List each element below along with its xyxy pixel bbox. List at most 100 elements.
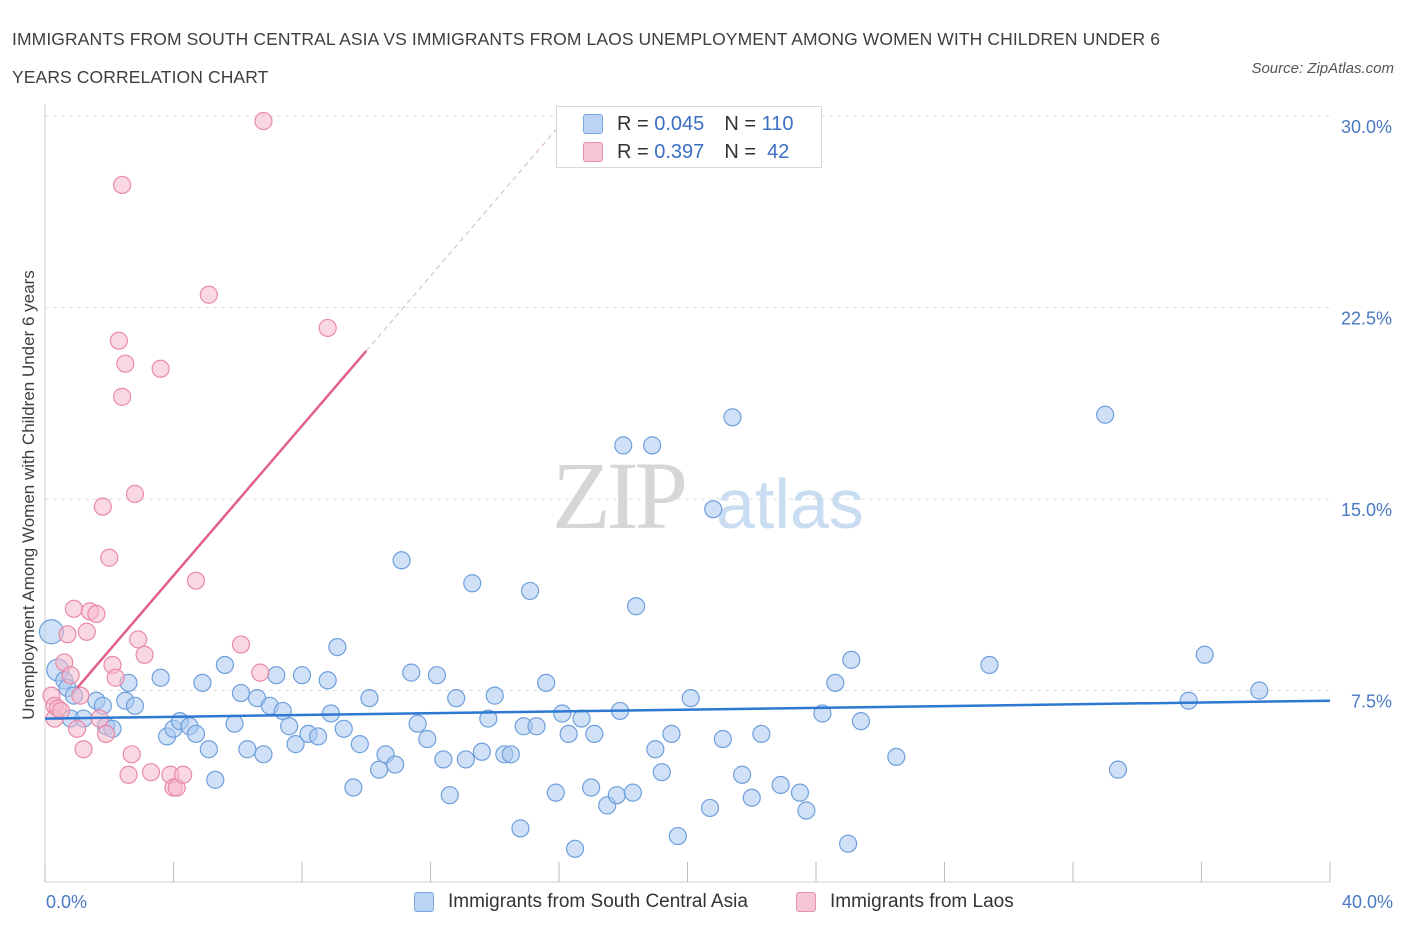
data-point-south-central-asia bbox=[440, 786, 459, 805]
data-point-south-central-asia bbox=[308, 727, 328, 746]
legend-row-laos: R = 0.397 N = 42 bbox=[583, 138, 789, 166]
data-point-south-central-asia bbox=[980, 655, 999, 675]
data-point-south-central-asia bbox=[1108, 760, 1128, 779]
legend-n-value: 110 bbox=[761, 112, 794, 135]
data-point-south-central-asia bbox=[790, 783, 810, 802]
y-tick-label: 7.5% bbox=[1351, 692, 1392, 712]
watermark-zip: ZIP bbox=[552, 442, 685, 549]
data-point-south-central-asia bbox=[614, 436, 633, 455]
data-point-south-central-asia bbox=[267, 666, 286, 685]
data-point-laos bbox=[64, 599, 84, 618]
data-point-south-central-asia bbox=[360, 689, 379, 708]
data-point-laos bbox=[61, 666, 80, 685]
legend-n-label: N = bbox=[724, 140, 762, 163]
data-point-south-central-asia bbox=[646, 740, 665, 759]
data-point-south-central-asia bbox=[520, 581, 540, 601]
data-point-laos bbox=[116, 354, 135, 373]
legend-label: Immigrants from Laos bbox=[830, 891, 1014, 912]
y-tick-label: 15.0% bbox=[1341, 500, 1392, 520]
legend-r-value: 0.045 bbox=[654, 112, 705, 135]
data-point-laos bbox=[122, 745, 141, 764]
data-point-laos bbox=[58, 625, 77, 644]
data-point-south-central-asia bbox=[472, 742, 491, 761]
data-point-south-central-asia bbox=[887, 747, 906, 766]
data-point-south-central-asia bbox=[681, 689, 700, 708]
data-point-south-central-asia bbox=[215, 655, 234, 675]
data-point-south-central-asia bbox=[479, 709, 498, 728]
source-label: Source: ZipAtlas.com bbox=[1251, 60, 1394, 77]
y-tick-label: 30.0% bbox=[1341, 117, 1392, 137]
data-point-laos bbox=[174, 765, 193, 784]
data-point-south-central-asia bbox=[344, 778, 363, 797]
legend-row-south-central-asia: R = 0.045 N = 110 bbox=[583, 110, 793, 138]
data-point-laos bbox=[254, 112, 273, 131]
data-point-south-central-asia bbox=[742, 788, 761, 807]
data-point-south-central-asia bbox=[370, 760, 389, 779]
data-point-south-central-asia bbox=[851, 712, 871, 731]
data-point-laos bbox=[112, 175, 132, 195]
data-point-south-central-asia bbox=[427, 666, 447, 685]
data-point-south-central-asia bbox=[328, 637, 347, 657]
series-laos bbox=[42, 112, 337, 797]
data-point-laos bbox=[100, 548, 119, 567]
data-point-south-central-asia bbox=[501, 745, 520, 764]
data-point-laos bbox=[135, 645, 154, 664]
data-point-south-central-asia bbox=[662, 724, 681, 744]
axes bbox=[44, 104, 1331, 883]
data-point-south-central-asia bbox=[813, 704, 832, 723]
grid-lines bbox=[45, 115, 1330, 691]
data-point-south-central-asia bbox=[456, 750, 475, 769]
data-point-laos bbox=[68, 719, 87, 738]
legend-swatch-blue bbox=[414, 892, 434, 912]
data-point-south-central-asia bbox=[723, 408, 742, 427]
data-point-south-central-asia bbox=[318, 671, 337, 690]
data-point-laos bbox=[125, 484, 145, 503]
data-point-laos bbox=[109, 331, 128, 350]
data-point-south-central-asia bbox=[607, 786, 626, 805]
data-point-south-central-asia bbox=[1179, 691, 1198, 710]
data-point-south-central-asia bbox=[225, 714, 244, 733]
data-point-south-central-asia bbox=[771, 775, 790, 795]
data-point-south-central-asia bbox=[292, 666, 312, 685]
data-point-south-central-asia bbox=[434, 750, 453, 769]
data-point-south-central-asia bbox=[626, 597, 646, 616]
data-point-south-central-asia bbox=[408, 714, 427, 733]
data-point-south-central-asia bbox=[199, 740, 218, 759]
data-point-south-central-asia bbox=[485, 686, 504, 705]
data-point-laos bbox=[106, 668, 125, 687]
data-point-south-central-asia bbox=[713, 729, 732, 749]
data-point-laos bbox=[119, 765, 138, 784]
data-point-south-central-asia bbox=[553, 704, 572, 723]
trend-lines bbox=[44, 125, 1331, 720]
data-point-laos bbox=[51, 701, 71, 721]
data-point-south-central-asia bbox=[1096, 405, 1115, 424]
legend-r-label: R = bbox=[617, 140, 655, 163]
legend-n-label: N = bbox=[724, 112, 762, 135]
data-point-south-central-asia bbox=[386, 755, 405, 774]
data-point-laos bbox=[71, 686, 90, 705]
data-point-south-central-asia bbox=[392, 551, 411, 570]
data-point-south-central-asia bbox=[643, 436, 662, 455]
data-point-laos bbox=[251, 663, 270, 682]
series-south-central-asia bbox=[38, 405, 1269, 858]
data-point-laos bbox=[141, 763, 161, 782]
data-point-south-central-asia bbox=[668, 826, 687, 846]
data-point-laos bbox=[77, 622, 96, 641]
data-point-south-central-asia bbox=[797, 801, 816, 820]
data-point-south-central-asia bbox=[350, 735, 369, 754]
legend-item-south-central-asia: Immigrants from South Central Asia bbox=[414, 886, 748, 918]
y-axis-label: Unemployment Among Women with Children U… bbox=[19, 270, 38, 719]
watermark-atlas: atlas bbox=[716, 465, 864, 543]
data-point-laos bbox=[112, 387, 132, 406]
data-point-south-central-asia bbox=[704, 500, 723, 519]
x-tick-labels: 0.0% 40.0% bbox=[46, 892, 1393, 912]
correlation-legend: R = 0.045 N = 110 R = 0.397 N = 42 bbox=[556, 106, 822, 168]
data-point-laos bbox=[93, 497, 112, 516]
data-point-south-central-asia bbox=[193, 673, 212, 692]
legend-item-laos: Immigrants from Laos bbox=[796, 886, 1014, 918]
data-point-laos bbox=[129, 630, 148, 649]
watermark: ZIP atlas bbox=[552, 442, 864, 549]
data-point-south-central-asia bbox=[700, 798, 720, 818]
data-point-south-central-asia bbox=[842, 650, 861, 669]
